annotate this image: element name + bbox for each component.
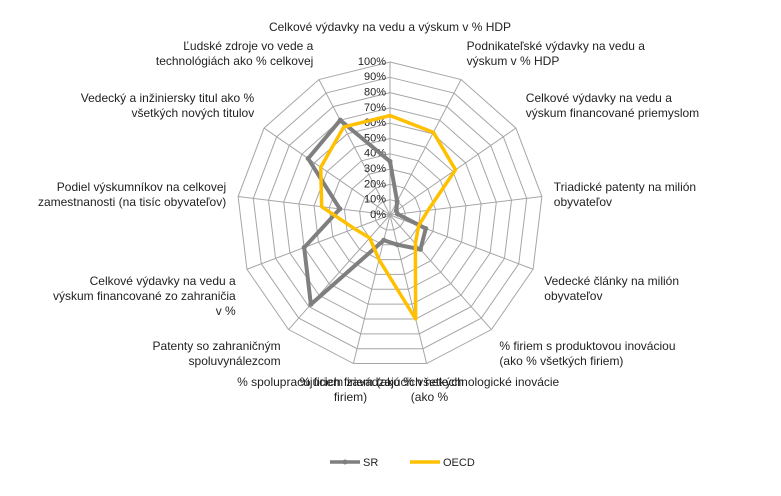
series-marker — [423, 226, 429, 232]
tick-label: 50% — [364, 132, 386, 144]
tick-label: 100% — [358, 56, 386, 68]
series-marker — [395, 211, 401, 217]
grid-line — [313, 137, 467, 290]
series-marker — [308, 301, 314, 307]
axis-spoke — [389, 214, 492, 330]
category-label: Celkové výdavky na vedu a výskum financo… — [525, 91, 700, 121]
legend-marker — [342, 459, 348, 465]
category-label: Celkové výdavky na vedu a výskum v % HDP — [268, 20, 512, 34]
series-marker — [394, 198, 400, 204]
axis-spoke — [389, 196, 542, 216]
grid-line — [298, 122, 482, 305]
series-marker — [301, 245, 307, 251]
category-label: % firiem zavádzajúcich netechnologické i… — [299, 375, 560, 405]
category-label: Patenty so zahraničným spoluvynálezcom — [152, 338, 281, 368]
series-marker — [387, 158, 393, 164]
tick-label: 80% — [364, 87, 386, 99]
grid-line — [267, 92, 513, 335]
legend-label: OECD — [443, 457, 475, 469]
grid-line — [283, 107, 497, 320]
axis-spoke — [318, 79, 391, 216]
series-marker — [305, 156, 311, 162]
axis-spoke — [389, 79, 462, 216]
series-marker — [394, 242, 400, 248]
tick-label: 30% — [364, 163, 386, 175]
category-label: Podiel výskumníkov na celkovej zamestnan… — [37, 180, 227, 210]
category-label: Triadické patenty na milión obyvateľov — [553, 180, 697, 210]
series-marker — [337, 206, 343, 212]
axis-spoke — [389, 214, 428, 364]
category-label: % spolupracujúcich firiem (ako % všetkýc… — [237, 375, 464, 405]
grid-line — [237, 61, 543, 365]
axis-spoke — [246, 214, 391, 270]
grid-line — [374, 199, 406, 231]
series-marker — [337, 117, 343, 123]
axis-spoke — [263, 127, 391, 216]
series-line — [318, 113, 458, 321]
category-label: Podnikateľské výdavky na vedu a výskum v… — [466, 38, 645, 68]
category-label: Celkové výdavky na vedu a výskum financo… — [52, 273, 236, 318]
category-label: Vedecký a inžiniersky titul ako % všetký… — [80, 91, 255, 121]
grid-line — [252, 76, 528, 350]
tick-label: 40% — [364, 148, 386, 160]
grid-line — [343, 168, 437, 261]
tick-label: 90% — [364, 71, 386, 83]
series-marker — [417, 246, 423, 252]
tick-label: 10% — [364, 194, 386, 206]
axis-spoke — [288, 214, 391, 330]
category-label: % firiem s produktovou inováciou (ako % … — [499, 338, 676, 368]
category-label: Ľudské zdroje vo vede a technológiách ak… — [155, 38, 314, 68]
tick-label: 70% — [364, 102, 386, 114]
axis-spoke — [238, 196, 391, 216]
category-label: Vedecké články na milión obyvateľov — [544, 273, 680, 303]
grid-line — [359, 183, 421, 246]
legend-label: SR — [363, 457, 378, 469]
tick-label: 0% — [370, 209, 386, 221]
tick-label: 20% — [364, 178, 386, 190]
series-marker — [381, 237, 387, 243]
